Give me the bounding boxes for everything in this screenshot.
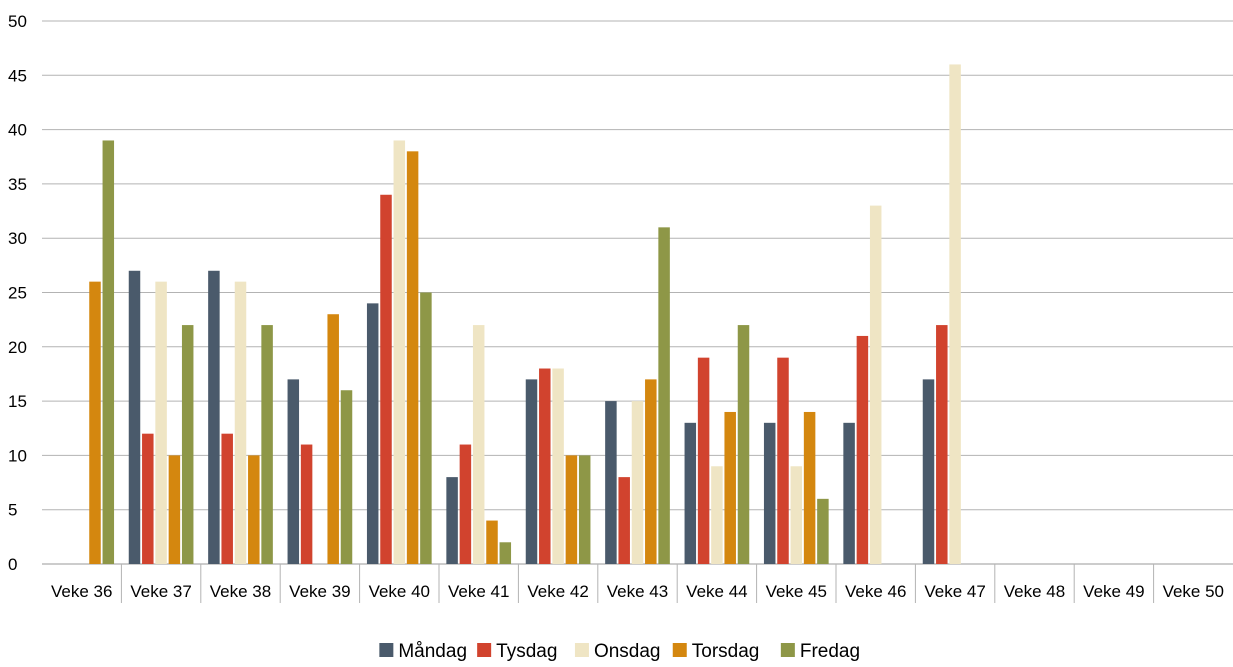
y-tick-label: 45	[8, 66, 27, 85]
legend-label: Fredag	[800, 641, 860, 662]
bar-måndag-veke-41	[446, 477, 458, 564]
bar-fredag-veke-42	[578, 455, 591, 564]
bar-fredag-veke-45	[817, 498, 829, 564]
x-tick-label: Veke 44	[686, 582, 747, 601]
legend-item-tysdag: Tysdag	[477, 641, 557, 662]
x-tick-label: Veke 39	[289, 582, 350, 601]
y-tick-label: 15	[8, 392, 27, 411]
legend-swatch	[574, 643, 589, 657]
bar-tysdag-veke-37	[142, 433, 154, 564]
y-tick-label: 20	[8, 338, 27, 357]
bar-måndag-veke-45	[763, 422, 776, 564]
x-tick-label: Veke 49	[1083, 582, 1144, 601]
bar-tysdag-veke-38	[221, 433, 233, 564]
bar-fredag-veke-40	[420, 292, 432, 564]
y-tick-label: 30	[8, 229, 27, 248]
bar-tysdag-veke-39	[300, 444, 313, 564]
y-tick-label: 10	[8, 446, 27, 465]
x-tick-label: Veke 38	[210, 582, 271, 601]
bar-måndag-veke-38	[208, 270, 220, 564]
bar-fredag-veke-44	[737, 325, 750, 564]
x-tick-label: Veke 50	[1163, 582, 1224, 601]
legend-label: Onsdag	[594, 641, 661, 662]
bar-tysdag-veke-44	[697, 357, 710, 564]
bar-tysdag-veke-47	[936, 325, 948, 564]
bar-tysdag-veke-45	[777, 357, 789, 564]
legend-label: Måndag	[398, 641, 467, 662]
legend-label: Tysdag	[496, 641, 557, 662]
bar-onsdag-veke-37	[155, 281, 167, 564]
y-tick-label: 35	[8, 175, 27, 194]
bar-torsdag-veke-41	[486, 520, 498, 564]
bar-måndag-veke-42	[525, 379, 538, 564]
bar-fredag-veke-37	[181, 325, 194, 564]
y-tick-label: 25	[8, 284, 27, 303]
legend-item-måndag: Måndag	[379, 641, 467, 662]
bar-tysdag-veke-43	[618, 477, 630, 564]
y-tick-label: 5	[8, 501, 17, 520]
x-tick-label: Veke 43	[607, 582, 668, 601]
bar-onsdag-veke-44	[711, 466, 723, 564]
legend-swatch	[477, 643, 492, 657]
bar-torsdag-veke-42	[565, 455, 578, 564]
legend-swatch	[672, 643, 687, 657]
bar-onsdag-veke-47	[949, 64, 961, 564]
legend-label: Torsdag	[692, 641, 760, 662]
bar-fredag-veke-39	[340, 390, 353, 564]
x-axis: Veke 36 Veke 37 Veke 38 Veke 39 Veke 40 Veke …	[51, 564, 1224, 603]
bar-måndag-veke-44	[684, 422, 697, 564]
bar-fredag-veke-38	[261, 325, 273, 564]
x-tick-label: Veke 47	[924, 582, 985, 601]
y-axis-ticks: 0 5 10 15 20 25 30 35 40 45 50	[8, 12, 27, 574]
bar-onsdag-veke-42	[552, 368, 564, 564]
legend-item-fredag: Fredag	[780, 641, 860, 662]
bar-måndag-veke-37	[128, 270, 141, 564]
bar-tysdag-veke-46	[856, 335, 869, 564]
bar-måndag-veke-43	[605, 401, 617, 564]
bar-torsdag-veke-44	[724, 411, 736, 564]
legend: Måndag Tysdag Onsdag Torsdag Fredag	[379, 641, 860, 662]
bars	[89, 64, 961, 564]
bar-tysdag-veke-40	[380, 194, 392, 564]
x-tick-label: Veke 45	[766, 582, 827, 601]
bar-tysdag-veke-42	[539, 368, 551, 564]
bar-torsdag-veke-38	[248, 455, 260, 564]
bar-torsdag-veke-36	[89, 281, 101, 564]
legend-item-torsdag: Torsdag	[672, 641, 760, 662]
bar-torsdag-veke-45	[803, 411, 816, 564]
bar-fredag-veke-36	[102, 140, 115, 564]
bar-fredag-veke-41	[499, 542, 512, 564]
bar-onsdag-veke-46	[869, 205, 882, 564]
legend-swatch	[379, 643, 394, 657]
x-tick-label: Veke 41	[448, 582, 509, 601]
x-tick-label: Veke 46	[845, 582, 906, 601]
bar-måndag-veke-46	[843, 422, 855, 564]
bar-måndag-veke-40	[366, 303, 379, 564]
bar-torsdag-veke-40	[406, 151, 419, 564]
x-tick-label: Veke 37	[130, 582, 191, 601]
bar-måndag-veke-39	[287, 379, 300, 564]
x-tick-label: Veke 48	[1004, 582, 1065, 601]
bar-onsdag-veke-43	[631, 401, 644, 564]
y-tick-label: 0	[8, 555, 17, 574]
bar-torsdag-veke-39	[327, 314, 339, 564]
legend-swatch	[780, 643, 795, 657]
bar-torsdag-veke-43	[645, 379, 657, 564]
bar-onsdag-veke-40	[393, 140, 406, 564]
x-tick-label: Veke 40	[369, 582, 430, 601]
x-tick-label: Veke 42	[527, 582, 588, 601]
x-tick-label: Veke 36	[51, 582, 112, 601]
bar-onsdag-veke-41	[472, 325, 485, 564]
bar-måndag-veke-47	[922, 379, 935, 564]
y-tick-label: 50	[8, 12, 27, 31]
bar-tysdag-veke-41	[459, 444, 472, 564]
bar-fredag-veke-43	[658, 227, 670, 564]
bar-torsdag-veke-37	[168, 455, 181, 564]
bar-onsdag-veke-38	[234, 281, 247, 564]
y-tick-label: 40	[8, 121, 27, 140]
bar-onsdag-veke-45	[790, 466, 803, 564]
legend-item-onsdag: Onsdag	[574, 641, 661, 662]
